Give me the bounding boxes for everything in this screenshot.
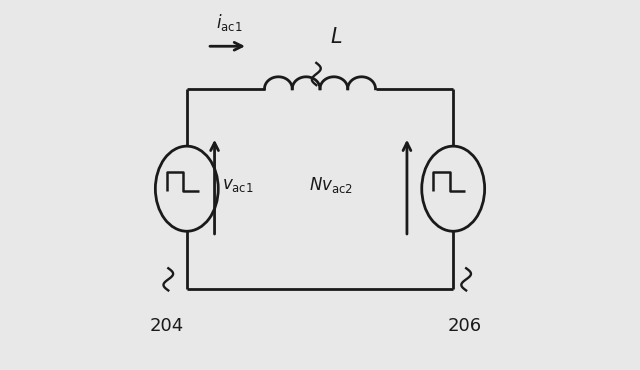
Text: $L$: $L$ <box>330 27 343 47</box>
Text: 206: 206 <box>447 317 482 334</box>
Text: $Nv_{\mathrm{ac2}}$: $Nv_{\mathrm{ac2}}$ <box>309 175 353 195</box>
Text: $v_{\mathrm{ac1}}$: $v_{\mathrm{ac1}}$ <box>222 176 253 194</box>
Text: 204: 204 <box>150 317 184 334</box>
Text: $i_{\mathrm{ac1}}$: $i_{\mathrm{ac1}}$ <box>216 12 243 33</box>
